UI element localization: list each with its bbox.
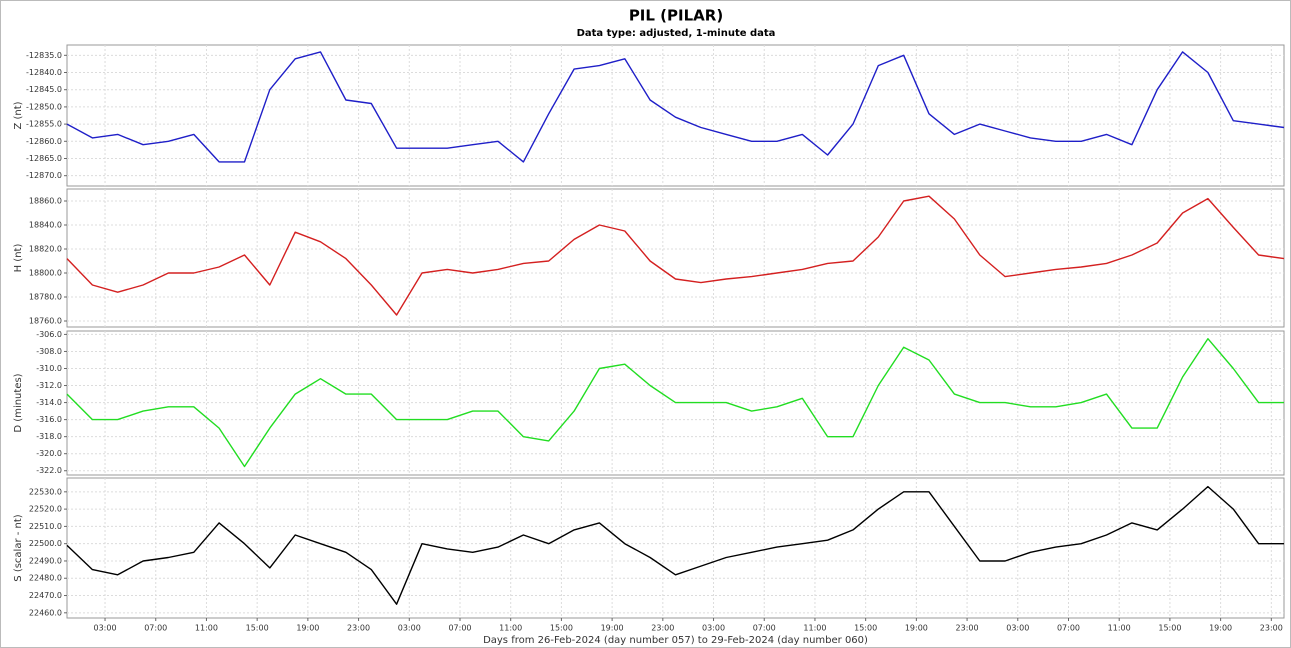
y-tick-label: -12865.0 (26, 154, 62, 163)
x-tick-label: 15:00 (1158, 624, 1181, 633)
x-tick-label: 11:00 (195, 624, 218, 633)
x-tick-label: 23:00 (651, 624, 674, 633)
y-tick-label: -314.0 (36, 398, 62, 407)
y-tick-label: 22480.0 (29, 574, 62, 583)
y-tick-label: 18860.0 (29, 197, 62, 206)
x-tick-label: 15:00 (854, 624, 877, 633)
y-tick-label: 22510.0 (29, 522, 62, 531)
y-axis-label: S (scalar - nt) (13, 514, 24, 582)
y-tick-label: 22470.0 (29, 591, 62, 600)
x-tick-label: 23:00 (347, 624, 370, 633)
x-tick-label: 15:00 (246, 624, 269, 633)
y-tick-label: 18760.0 (29, 317, 62, 326)
x-tick-label: 07:00 (753, 624, 776, 633)
y-tick-label: -12845.0 (26, 85, 62, 94)
x-tick-label: 07:00 (1057, 624, 1080, 633)
y-tick-label: -12840.0 (26, 68, 62, 77)
y-tick-label: -312.0 (36, 381, 62, 390)
y-tick-label: -12850.0 (26, 102, 62, 111)
x-tick-label: 19:00 (1209, 624, 1232, 633)
x-axis-label: Days from 26-Feb-2024 (day number 057) t… (483, 635, 868, 646)
x-tick-label: 03:00 (398, 624, 421, 633)
y-tick-label: 18800.0 (29, 269, 62, 278)
x-tick-label: 11:00 (1108, 624, 1131, 633)
x-tick-label: 23:00 (1260, 624, 1283, 633)
y-tick-label: -12870.0 (26, 171, 62, 180)
y-tick-label: 22460.0 (29, 608, 62, 617)
y-tick-label: -316.0 (36, 415, 62, 424)
y-axis-label: H (nt) (13, 244, 24, 273)
y-tick-label: 18820.0 (29, 245, 62, 254)
y-tick-label: -320.0 (36, 449, 62, 458)
data-line (66, 195, 1285, 316)
x-tick-label: 15:00 (550, 624, 573, 633)
x-tick-label: 07:00 (144, 624, 167, 633)
x-tick-label: 11:00 (499, 624, 522, 633)
y-tick-label: 22490.0 (29, 556, 62, 565)
data-line (66, 51, 1285, 163)
y-axis-label: Z (nt) (13, 101, 24, 129)
y-tick-label: -12835.0 (26, 51, 62, 60)
x-tick-label: 03:00 (702, 624, 725, 633)
y-tick-label: 18840.0 (29, 221, 62, 230)
y-tick-label: -308.0 (36, 347, 62, 356)
x-tick-label: 07:00 (448, 624, 471, 633)
plot-frame (66, 188, 1285, 328)
x-tick-label: 19:00 (905, 624, 928, 633)
y-tick-label: -12860.0 (26, 137, 62, 146)
y-tick-label: 22520.0 (29, 505, 62, 514)
y-axis-label: D (minutes) (13, 373, 24, 432)
y-tick-label: -322.0 (36, 466, 62, 475)
y-tick-label: 18780.0 (29, 293, 62, 302)
x-tick-label: 03:00 (1006, 624, 1029, 633)
chart-subtitle: Data type: adjusted, 1-minute data (577, 28, 776, 39)
y-tick-label: 22530.0 (29, 487, 62, 496)
plot-frame (66, 44, 1285, 187)
x-tick-label: 19:00 (601, 624, 624, 633)
chart-title: PIL (PILAR) (629, 7, 723, 25)
y-tick-label: 22500.0 (29, 539, 62, 548)
plot-frame (66, 477, 1285, 619)
x-tick-label: 11:00 (803, 624, 826, 633)
y-tick-label: -12855.0 (26, 120, 62, 129)
y-tick-label: -306.0 (36, 330, 62, 339)
x-tick-label: 19:00 (296, 624, 319, 633)
y-tick-label: -310.0 (36, 364, 62, 373)
x-tick-label: 03:00 (94, 624, 117, 633)
x-tick-label: 23:00 (956, 624, 979, 633)
data-line (66, 338, 1284, 468)
y-tick-label: -318.0 (36, 432, 62, 441)
data-line (66, 485, 1284, 605)
